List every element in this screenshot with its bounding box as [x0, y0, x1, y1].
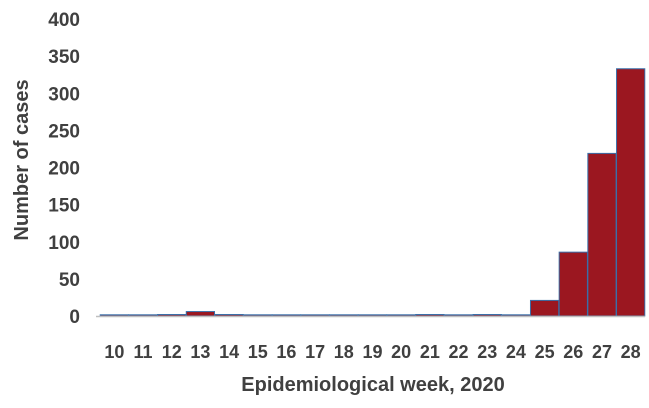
- x-tick-label: 12: [162, 342, 182, 362]
- x-tick-label: 16: [276, 342, 296, 362]
- x-tick-label: 22: [449, 342, 469, 362]
- y-tick-label: 100: [48, 233, 80, 254]
- x-tick-label: 28: [621, 342, 641, 362]
- y-tick-label: 200: [48, 159, 80, 180]
- bar-week-28: [616, 68, 646, 317]
- x-axis-ticks: 10 11 12 13 14 15 16 17 18 19 20 21 22 23 24 25 26 27 28: [104, 342, 640, 362]
- x-tick-label: 21: [420, 342, 440, 362]
- x-tick-label: 14: [219, 342, 239, 362]
- y-tick-label: 0: [69, 307, 80, 328]
- x-tick-label: 13: [190, 342, 210, 362]
- x-tick-label: 18: [334, 342, 354, 362]
- y-tick-label: 250: [48, 121, 80, 142]
- y-tick-label: 350: [48, 47, 80, 68]
- bar-week-27: [587, 152, 617, 317]
- x-tick-label: 20: [391, 342, 411, 362]
- x-tick-label: 15: [248, 342, 268, 362]
- x-tick-label: 26: [563, 342, 583, 362]
- y-tick-label: 300: [48, 84, 80, 105]
- y-tick-label: 150: [48, 196, 80, 217]
- x-tick-label: 23: [477, 342, 497, 362]
- y-tick-label: 50: [59, 270, 80, 291]
- bar-week-25: [529, 299, 560, 317]
- x-tick-label: 10: [104, 342, 124, 362]
- y-axis-ticks: 0 50 100 150 200 250 300 350 400: [48, 10, 80, 328]
- x-axis-label: Epidemiological week, 2020: [241, 374, 504, 396]
- x-tick-label: 27: [592, 342, 612, 362]
- x-tick-label: 19: [362, 342, 382, 362]
- bar-week-26: [558, 251, 588, 317]
- x-tick-label: 24: [506, 342, 526, 362]
- bar-week-13: [185, 311, 216, 317]
- bars: [99, 68, 646, 317]
- y-tick-label: 400: [48, 10, 80, 31]
- x-tick-label: 17: [305, 342, 325, 362]
- x-tick-label: 25: [535, 342, 555, 362]
- y-axis-label: Number of cases: [11, 79, 33, 240]
- x-tick-label: 11: [134, 342, 153, 362]
